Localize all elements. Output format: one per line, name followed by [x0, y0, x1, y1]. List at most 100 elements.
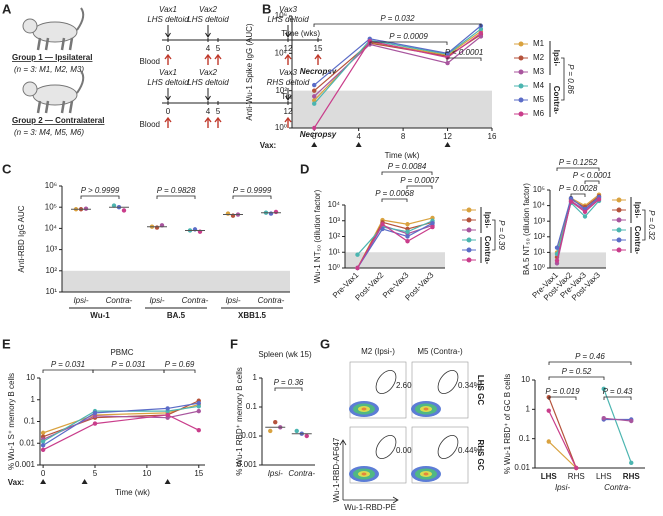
series-line — [42, 402, 199, 446]
series-line — [556, 196, 600, 248]
vax-name: Vax1 — [159, 68, 177, 77]
group-label: Ipsi- — [555, 483, 570, 492]
vax-arrow — [285, 88, 291, 101]
data-point — [268, 428, 273, 434]
legend-marker — [616, 247, 622, 253]
y-axis-label: Anti-RBD IgG AUC — [17, 205, 26, 272]
significance-bracket — [369, 41, 448, 45]
chart-title: Spleen (wk 15) — [258, 350, 312, 359]
data-point — [312, 88, 317, 93]
vax-arrow — [165, 25, 171, 38]
vax-site: LHS deltoid — [187, 15, 229, 24]
legend-label: M3 — [533, 67, 545, 76]
flow-gate — [375, 435, 397, 459]
monkey-leg — [44, 100, 50, 114]
category-label: Ipsi- — [225, 296, 240, 305]
series-line — [603, 388, 632, 464]
data-point — [111, 203, 117, 208]
x-axis-label: Time (wk) — [115, 488, 150, 497]
significance-bracket — [584, 180, 600, 184]
y-tick-label: 10⁶ — [45, 181, 57, 190]
blood-arrow — [164, 53, 172, 65]
vax-arrow — [285, 25, 291, 38]
row-title: RHS GC — [476, 439, 485, 470]
legend-marker — [518, 97, 524, 103]
legend-label: M1 — [533, 39, 545, 48]
legend-label: M2 — [533, 53, 545, 62]
data-point — [405, 222, 410, 227]
p-value: P = 0.0068 — [375, 189, 414, 198]
data-point — [121, 208, 127, 213]
blood-arrow — [284, 116, 292, 128]
timeline-tick-label: 4 — [206, 44, 211, 53]
legend-label: M6 — [533, 109, 545, 118]
category-label: Ipsi- — [73, 296, 88, 305]
panel-label: A — [2, 1, 12, 16]
data-point — [430, 224, 435, 230]
vax-site: LHS deltoid — [147, 15, 189, 24]
y-tick-label: 10⁰ — [533, 263, 545, 272]
series-line — [42, 414, 200, 451]
significance-bracket — [603, 396, 632, 400]
group-title: Group 1 — Ipsilateral — [12, 53, 92, 62]
data-point — [225, 211, 231, 216]
legend-marker — [616, 237, 622, 243]
data-point — [601, 386, 606, 392]
x-tick-label: 8 — [401, 132, 406, 141]
y-tick-label: 10⁰ — [275, 123, 287, 132]
y-tick-label: 10⁵ — [533, 185, 545, 194]
vax-arrow — [205, 25, 211, 38]
blood-label: Blood — [140, 57, 160, 66]
legend-marker — [616, 207, 622, 213]
timeline-tick-label: 5 — [216, 107, 221, 116]
column-title: M5 (Contra-) — [417, 347, 463, 356]
x-axis-label: Time (wk) — [385, 151, 420, 160]
series-line — [556, 194, 600, 253]
significance-bracket — [548, 361, 632, 365]
significance-bracket — [570, 193, 586, 197]
y-tick-label: 10¹ — [328, 247, 340, 256]
legend-marker — [616, 197, 622, 203]
data-point — [165, 412, 170, 418]
p-value: P = 0.031 — [51, 360, 85, 369]
row-title: LHS GC — [476, 375, 485, 405]
data-point — [405, 239, 410, 244]
flow-gate — [375, 370, 397, 394]
data-point — [40, 439, 46, 444]
data-point — [196, 404, 201, 409]
vax-name: Vax2 — [199, 5, 217, 14]
significance-bracket — [548, 396, 577, 400]
data-point — [445, 51, 450, 56]
data-point — [92, 410, 98, 416]
monkey-leg — [68, 37, 74, 51]
category-label: Contra- — [258, 296, 285, 305]
data-point — [582, 209, 588, 215]
group-label: Wu-1 — [90, 311, 110, 320]
p-value: P = 0.1252 — [559, 158, 598, 167]
p-value: P = 0.46 — [575, 352, 605, 361]
data-point — [445, 55, 450, 60]
vax-marker — [444, 142, 451, 147]
y-tick-label: 0.1 — [24, 417, 36, 426]
series-line — [313, 34, 482, 92]
legend-marker — [518, 83, 524, 89]
significance-bracket — [313, 23, 482, 27]
data-point — [355, 252, 360, 257]
legend-group: Ipsi- — [483, 212, 492, 229]
data-point — [405, 234, 410, 239]
column-title: M2 (Ipsi-) — [361, 347, 395, 356]
blood-arrow — [204, 53, 212, 65]
data-point — [268, 211, 274, 216]
necropsy-label: Necropsy — [300, 130, 337, 139]
series-line — [313, 32, 482, 129]
panel-label: F — [230, 336, 238, 351]
y-tick-label: 10³ — [45, 245, 57, 254]
data-point — [154, 225, 160, 230]
category-label: RHS — [568, 472, 585, 481]
data-point — [196, 427, 201, 433]
gate-frequency: 0.34% — [458, 381, 481, 390]
monkey-leg — [60, 37, 66, 51]
vax-site: LHS deltoid — [187, 78, 229, 87]
series-line — [357, 220, 433, 256]
chart-title: PBMC — [110, 348, 133, 357]
